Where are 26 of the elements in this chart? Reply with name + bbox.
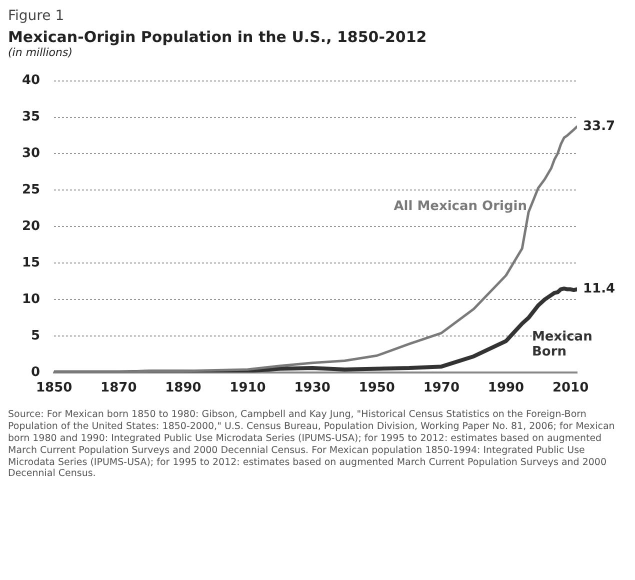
y-tick-label: 10 — [22, 292, 40, 307]
data-label: 33.7 — [583, 119, 616, 134]
caption: Figure 1 — [8, 8, 66, 24]
x-tick-label: 1930 — [294, 380, 330, 396]
x-tick-label: 1990 — [488, 380, 524, 396]
y-tick-label: 25 — [22, 182, 40, 198]
y-tick-label: 20 — [22, 218, 40, 234]
y-tick-label: 35 — [22, 110, 40, 125]
x-tick-label: 2010 — [552, 380, 589, 396]
source-note: Source: For Mexican born 1850 to 1980: Gibson, Campbell and Kay Jung, "Historical Census Statistics on the Foreign-Born Population of the United States: 1850-2000," U.S. Census Bureau, Population Division, Working Paper No. 81, 2006; for Mexican born 1980 and 1990: Integrated Public Use Microdata Series (IPUMS-USA); for 1995 to 2012: estimates based on augmented March Current Population Surveys and 2000 Decennial Census. For Mexican population 1850-1994: Integrated Public Use Microdata Series (IPUMS-USA); for 1995 to 2012: estimates based on augmented March Current Population Surveys and 2000 Decennial Census. — [8, 409, 616, 480]
data-label: 11.4 — [583, 282, 616, 297]
series-label: Mexican Born — [532, 330, 592, 360]
y-tick-label: 0 — [31, 364, 40, 380]
x-tick-label: 1970 — [423, 380, 460, 396]
x-tick-label: 1850 — [36, 380, 72, 396]
y-tick-label: 15 — [22, 255, 40, 270]
y-tick-label: 5 — [31, 328, 40, 344]
x-tick-label: 1950 — [358, 380, 395, 396]
series-label: All Mexican Origin — [394, 199, 527, 214]
chart-title: Mexican-Origin Population in the U.S., 1850-2012 — [8, 28, 428, 46]
x-tick-label: 1910 — [230, 380, 266, 396]
y-tick-label: 40 — [22, 73, 40, 88]
y-tick-label: 30 — [22, 146, 40, 162]
x-tick-label: 1870 — [100, 380, 137, 396]
x-tick-label: 1890 — [165, 380, 202, 396]
chart-subtitle: (in millions) — [8, 46, 74, 59]
